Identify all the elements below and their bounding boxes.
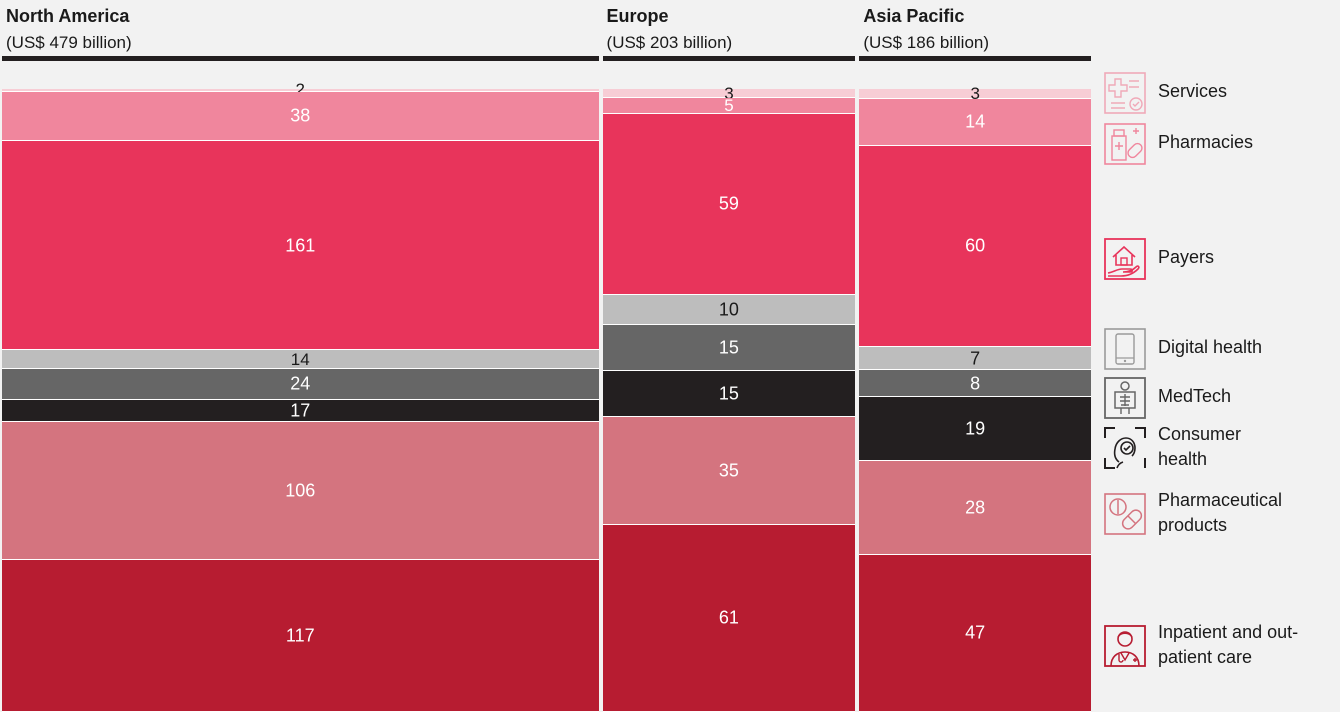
legend-item-medtech: MedTech [1103, 376, 1340, 426]
legend-item-pharmaceutical_products: Pharmaceutical products [1103, 490, 1340, 542]
bar-segment-europe-consumer_health [602, 371, 856, 418]
legend-label-pharmaceutical_products: Pharmaceutical products [1158, 488, 1338, 538]
legend-label-line: Inpatient and out- [1158, 622, 1299, 642]
doctor-icon [1103, 624, 1147, 668]
bar-segment-asia-pacific-pharmacies [859, 99, 1091, 146]
legend-item-payers: Payers [1103, 237, 1340, 287]
legend-label-line: MedTech [1158, 386, 1232, 406]
legend-item-pharmacies: Pharmacies [1103, 122, 1340, 172]
pills-icon [1103, 492, 1147, 536]
bar-segment-asia-pacific-care [859, 554, 1091, 712]
region-title-europe: Europe [606, 6, 669, 26]
data-label-europe-care: 61 [718, 607, 739, 628]
legend-label-line: Digital health [1158, 337, 1263, 357]
xray-icon [1103, 376, 1147, 420]
data-label-north-america-digital_health: 14 [290, 349, 310, 369]
region-title-north-america: North America [6, 6, 130, 26]
region-rule-north-america [2, 56, 599, 61]
data-label-europe-digital_health: 10 [718, 299, 739, 320]
legend-item-care: Inpatient and out-patient care [1103, 622, 1340, 674]
bar-segment-north-america-pharmacies [2, 91, 599, 142]
data-label-europe-pharmaceutical_products: 35 [718, 460, 739, 481]
legend-label-pharmacies: Pharmacies [1158, 130, 1338, 155]
bar-segment-europe-payers [602, 113, 856, 295]
bar-segment-asia-pacific-pharmaceutical_products [859, 460, 1091, 555]
bar-segment-europe-digital_health [602, 294, 856, 326]
data-label-asia-pacific-digital_health: 7 [970, 348, 981, 369]
bar-segment-europe-care [602, 524, 856, 712]
region-rule-europe [602, 56, 856, 61]
bar-segment-europe-pharmacies [602, 98, 856, 114]
legend-item-digital_health: Digital health [1103, 327, 1340, 377]
bar-segment-north-america-payers [2, 141, 599, 351]
legend-item-consumer_health: Consumer health [1103, 424, 1340, 476]
region-total-europe: (US$ 203 billion) [606, 33, 733, 52]
legend-label-line: Payers [1158, 247, 1215, 267]
bar-segment-asia-pacific-medtech [859, 370, 1091, 398]
data-label-asia-pacific-payers: 60 [965, 235, 986, 256]
smartphone-icon [1103, 327, 1147, 371]
data-label-asia-pacific-services: 3 [970, 84, 980, 104]
legend-label-medtech: MedTech [1158, 384, 1338, 409]
data-label-asia-pacific-medtech: 8 [970, 373, 981, 394]
bar-segment-north-america-digital_health [2, 350, 599, 369]
bar-segment-north-america-consumer_health [2, 399, 599, 422]
legend-label-payers: Payers [1158, 245, 1338, 270]
face-scan-icon [1103, 426, 1147, 470]
bar-segment-asia-pacific-services [859, 89, 1091, 100]
region-total-north-america: (US$ 479 billion) [6, 33, 132, 52]
data-label-europe-services: 3 [724, 83, 734, 103]
data-label-europe-payers: 59 [718, 193, 739, 214]
data-label-europe-medtech: 15 [718, 337, 739, 358]
region-rule-asia-pacific [859, 56, 1091, 61]
bar-segment-asia-pacific-payers [859, 145, 1091, 347]
data-label-north-america-payers: 161 [285, 235, 316, 256]
bar-segment-north-america-care [2, 559, 599, 712]
legend-item-services: Services [1103, 71, 1340, 121]
bar-segment-north-america-pharmaceutical_products [2, 421, 599, 560]
data-label-north-america-medtech: 24 [290, 373, 311, 394]
legend-label-line: health [1158, 449, 1208, 469]
data-label-north-america-services: 2 [295, 80, 305, 100]
house-hand-icon [1103, 237, 1147, 281]
legend-label-line: Services [1158, 81, 1228, 101]
legend-label-line: Consumer [1158, 424, 1242, 444]
bar-segment-europe-services [602, 89, 856, 99]
bar-segment-asia-pacific-consumer_health [859, 397, 1091, 461]
data-label-asia-pacific-care: 47 [965, 622, 986, 643]
region-title-asia-pacific: Asia Pacific [863, 6, 965, 26]
region-total-asia-pacific: (US$ 186 billion) [863, 33, 990, 52]
bar-segment-asia-pacific-digital_health [859, 346, 1091, 371]
bar-segment-europe-medtech [602, 325, 856, 372]
legend-label-services: Services [1158, 79, 1338, 104]
legend-label-line: Pharmacies [1158, 132, 1254, 152]
data-label-north-america-pharmacies: 38 [290, 105, 311, 126]
data-label-europe-consumer_health: 15 [718, 383, 739, 404]
data-label-north-america-pharmaceutical_products: 106 [285, 480, 316, 501]
data-label-europe-pharmacies: 5 [724, 95, 734, 115]
legend-label-consumer_health: Consumer health [1158, 422, 1338, 472]
bar-segment-north-america-services [2, 89, 599, 92]
legend-label-line: Pharmaceutical [1158, 490, 1283, 510]
medical-services-icon [1103, 71, 1147, 115]
data-label-asia-pacific-pharmacies: 14 [965, 111, 986, 132]
legend-label-digital_health: Digital health [1158, 335, 1338, 360]
data-label-asia-pacific-pharmaceutical_products: 28 [965, 497, 986, 518]
bar-segment-north-america-medtech [2, 368, 599, 400]
legend-label-line: patient care [1158, 647, 1253, 667]
legend-label-care: Inpatient and out-patient care [1158, 620, 1338, 670]
data-label-north-america-care: 117 [285, 625, 315, 646]
bar-segment-europe-pharmaceutical_products [602, 417, 856, 525]
legend-label-line: products [1158, 515, 1228, 535]
data-label-asia-pacific-consumer_health: 19 [965, 418, 986, 439]
pharmacy-icon [1103, 122, 1147, 166]
data-label-north-america-consumer_health: 17 [290, 400, 311, 421]
